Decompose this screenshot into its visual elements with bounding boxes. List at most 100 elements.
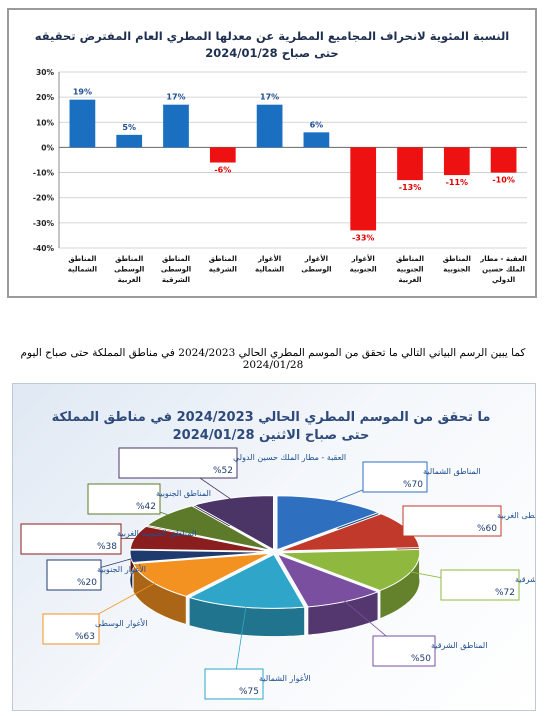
pie-label-box	[20, 523, 122, 555]
y-tick-label: -20%	[33, 194, 55, 203]
x-category-label: المناطق	[209, 255, 237, 263]
pie-slice	[279, 548, 421, 592]
bar	[443, 147, 470, 176]
pie-label-name: الأغوار الجنوبية	[97, 564, 146, 574]
x-category-label: الملك حسين	[482, 266, 525, 274]
pie-label-value: %38	[97, 542, 117, 552]
pie-labels: المناطق الشمالية%70 المناطق الوسطى الغربي…	[20, 447, 546, 700]
pie-label-name: الأغوار الوسطى	[95, 618, 147, 628]
pie-label-box	[204, 668, 264, 700]
pie-label-value: %20	[77, 578, 97, 588]
x-category-label: الجنوبية	[443, 266, 470, 274]
bar-value-label: -11%	[446, 178, 468, 187]
x-category-label: الأغوار	[257, 254, 281, 263]
pie-slice	[129, 525, 271, 552]
x-category-label: المناطق	[68, 255, 96, 263]
pie-slice	[192, 495, 275, 551]
pie-slice	[187, 553, 306, 609]
pie-label-name: المناطق الشرقية	[431, 641, 487, 650]
x-category-label: الأغوار	[351, 254, 375, 263]
pie-chart-title: ما تحقق من الموسم المطري الحالي 2024/202…	[52, 410, 491, 425]
x-category-label: الشمالية	[255, 266, 284, 274]
bar-value-label: 5%	[122, 123, 136, 132]
pie-label-name: المناطق الجنوبية	[156, 489, 211, 498]
bar-value-label: 17%	[260, 93, 279, 102]
bar	[116, 134, 143, 148]
x-category-label: الوسطى	[161, 266, 191, 274]
bar	[209, 147, 236, 163]
pie-label-name: المناطق الوسطى الشرقية	[515, 575, 535, 584]
pie-top-faces	[129, 495, 421, 609]
pie-label-box	[440, 569, 520, 601]
pie-slice	[129, 549, 271, 564]
bar-value-label: 17%	[166, 93, 185, 102]
pie-chart-subtitle: حتى صباح الاثنين 2024/01/28	[173, 428, 370, 443]
bar	[397, 147, 423, 181]
bar-value-label: 6%	[310, 120, 324, 129]
bar-chart: النسبة المئوية لانحراف المجاميع المطرية …	[7, 8, 537, 298]
y-tick-label: -40%	[33, 244, 55, 253]
x-category-label: الشرقية	[162, 276, 190, 284]
pie-label-value: %60	[477, 524, 497, 534]
x-category-label: المناطق	[115, 255, 143, 263]
y-tick-label: 0%	[41, 143, 54, 152]
bar-value-label: -6%	[214, 166, 231, 175]
y-tick-label: 10%	[36, 118, 54, 127]
pie-label-value: %42	[136, 502, 156, 512]
bar-value-label: 19%	[73, 88, 92, 97]
y-tick-label: 30%	[36, 68, 54, 77]
pie-label-value: %52	[213, 466, 233, 476]
pie-label-box	[362, 461, 428, 493]
pie-label-name: المناطق الوسطى الغربية	[497, 511, 535, 520]
pie-label-name: العقبة - مطار الملك حسين الدولي	[233, 453, 346, 462]
pie-label-value: %50	[411, 654, 431, 664]
x-category-label: الدولي	[492, 276, 515, 284]
pie-label-box	[46, 559, 102, 591]
bar	[490, 147, 517, 173]
pie-label-value: %75	[239, 687, 259, 697]
chart-caption: كما يبين الرسم البياني التالي ما تحقق من…	[20, 347, 526, 371]
pie-chart: ما تحقق من الموسم المطري الحالي 2024/202…	[12, 383, 546, 711]
x-category-label: الجنوبية	[350, 266, 377, 274]
pie-label-box	[402, 505, 502, 537]
pie-label-name: الأغوار الشمالية	[259, 673, 311, 683]
bar	[303, 132, 330, 148]
bar-chart-title: النسبة المئوية لانحراف المجاميع المطرية …	[35, 29, 509, 44]
y-tick-label: -10%	[33, 169, 55, 178]
bar	[350, 147, 377, 231]
x-category-label: الشمالية	[68, 266, 97, 274]
x-category-label: الغربية	[398, 276, 421, 284]
pie-label-value: %72	[495, 588, 515, 598]
pie-label-value: %63	[75, 632, 95, 642]
x-category-label: المناطق	[162, 255, 190, 263]
x-category-label: المناطق	[396, 255, 424, 263]
pie-label-name: المناطق الجنوبية الغربية	[117, 529, 196, 538]
pie-label-box	[118, 447, 238, 479]
y-tick-label: 20%	[36, 93, 54, 102]
x-category-label: الشرقية	[209, 266, 237, 274]
pie-slice	[132, 552, 271, 597]
bar-value-label: -10%	[492, 176, 514, 185]
bar	[163, 104, 189, 148]
pie-label-box	[42, 613, 100, 645]
x-category-label: المناطق	[443, 255, 471, 263]
pie-chart-svg: ما تحقق من الموسم المطري الحالي 2024/202…	[20, 410, 546, 700]
bar	[69, 99, 96, 148]
bar-chart-subtitle: حتى صباح 2024/01/28	[205, 46, 338, 60]
y-tick-label: -30%	[33, 219, 55, 228]
pie-label-box	[372, 635, 436, 667]
bar	[256, 104, 283, 148]
pie-label-name: المناطق الشمالية	[423, 467, 481, 476]
pie-label-box	[87, 483, 161, 515]
pie-slice	[276, 553, 380, 608]
x-category-label: الغربية	[118, 276, 141, 284]
bar-value-label: -33%	[352, 233, 374, 242]
x-category-label: الوسطى	[301, 266, 331, 274]
bar-chart-svg: النسبة المئوية لانحراف المجاميع المطرية …	[33, 29, 527, 284]
x-category-label: الوسطى	[114, 266, 144, 274]
x-category-label: الأغوار	[304, 254, 328, 263]
pie-slice	[276, 495, 380, 551]
x-category-label: الجنوبية	[396, 266, 423, 274]
x-category-label: العقبة - مطار	[479, 255, 527, 263]
pie-label-value: %70	[403, 480, 423, 490]
